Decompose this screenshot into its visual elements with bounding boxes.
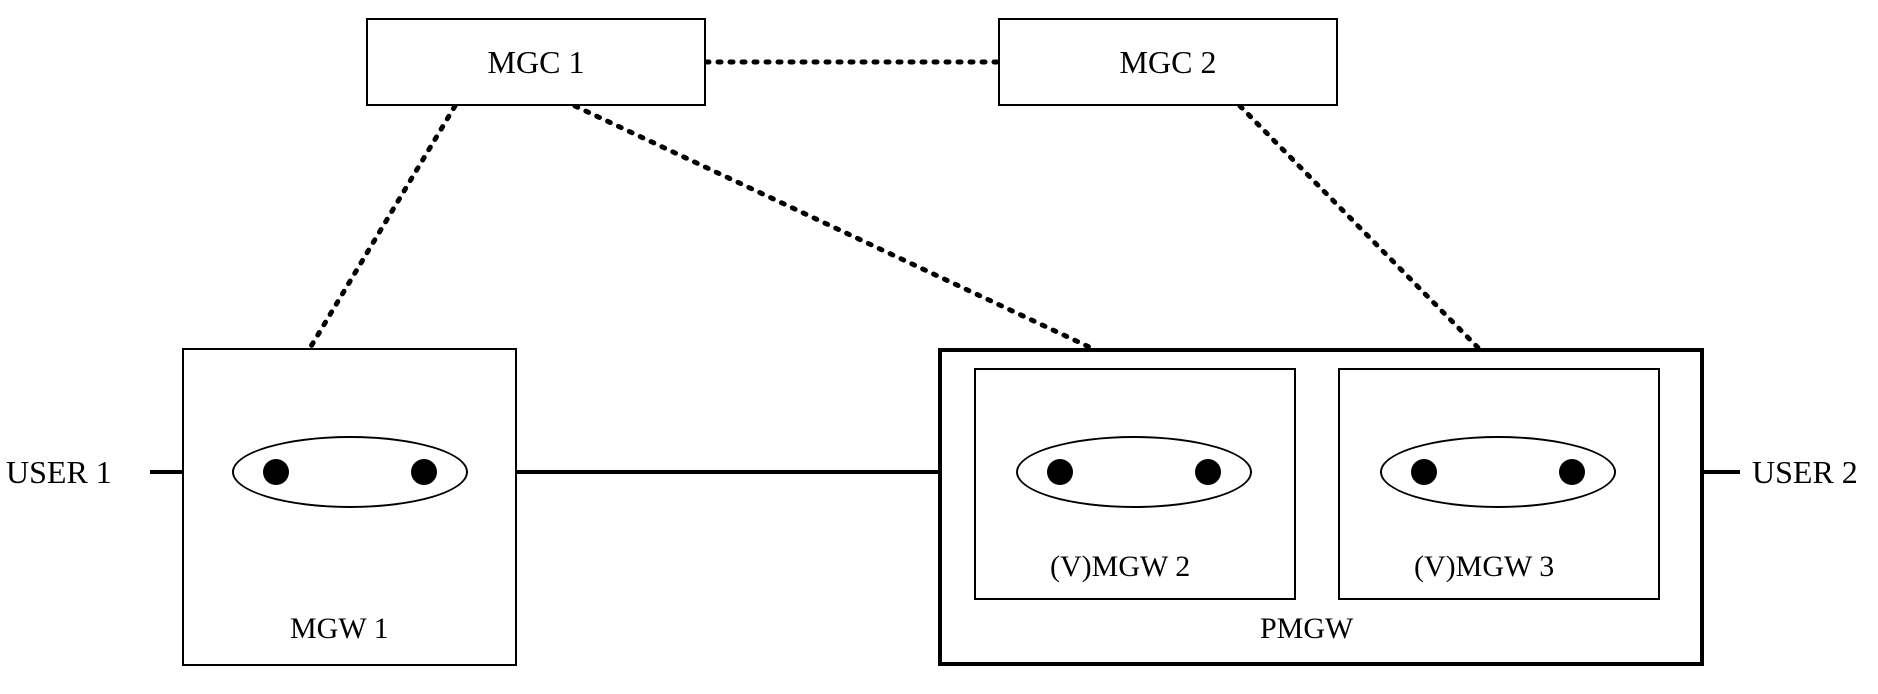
user1-label: USER 1: [6, 454, 112, 491]
mgc1-node: MGC 1: [366, 18, 706, 106]
termination-dot-3a: [1411, 459, 1437, 485]
user2-label: USER 2: [1752, 454, 1858, 491]
mgw1-label: MGW 1: [290, 612, 389, 646]
termination-dot-1a: [263, 459, 289, 485]
mgc2-node: MGC 2: [998, 18, 1338, 106]
vmgw3-label: (V)MGW 3: [1414, 550, 1554, 584]
mgc1-label: MGC 1: [488, 44, 585, 81]
mgc2-label: MGC 2: [1120, 44, 1217, 81]
pmgw-label: PMGW: [1260, 612, 1353, 646]
termination-dot-3b: [1559, 459, 1585, 485]
termination-dot-2b: [1195, 459, 1221, 485]
termination-dot-1b: [411, 459, 437, 485]
termination-dot-2a: [1047, 459, 1073, 485]
vmgw2-label: (V)MGW 2: [1050, 550, 1190, 584]
diagram-canvas: MGC 1 MGC 2 MGW 1 PMGW (V)MGW 2 (V)MGW 3…: [0, 0, 1878, 694]
